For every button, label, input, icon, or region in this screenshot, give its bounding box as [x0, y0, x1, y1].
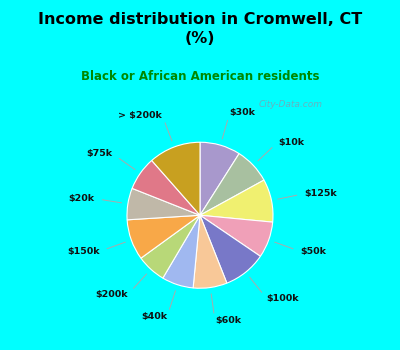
Text: $30k: $30k [230, 108, 256, 117]
Wedge shape [200, 180, 273, 222]
Text: Income distribution in Cromwell, CT
(%): Income distribution in Cromwell, CT (%) [38, 12, 362, 46]
Text: $40k: $40k [141, 312, 167, 321]
Wedge shape [127, 215, 200, 258]
Wedge shape [193, 215, 227, 288]
Wedge shape [163, 215, 200, 288]
Text: $125k: $125k [304, 189, 337, 198]
Wedge shape [141, 215, 200, 278]
Text: $50k: $50k [300, 247, 326, 256]
Text: $200k: $200k [96, 290, 128, 299]
Wedge shape [200, 142, 239, 215]
Text: $100k: $100k [267, 294, 299, 303]
Wedge shape [127, 188, 200, 220]
Wedge shape [152, 142, 200, 215]
Text: $10k: $10k [278, 138, 304, 147]
Text: $60k: $60k [215, 316, 241, 326]
Wedge shape [200, 215, 260, 283]
Wedge shape [200, 154, 264, 215]
Text: $20k: $20k [68, 194, 94, 203]
Wedge shape [200, 215, 273, 256]
Text: $75k: $75k [86, 149, 113, 158]
Text: Black or African American residents: Black or African American residents [81, 70, 319, 83]
Wedge shape [132, 161, 200, 215]
Text: City-Data.com: City-Data.com [259, 100, 323, 109]
Text: > $200k: > $200k [118, 111, 162, 120]
Text: $150k: $150k [67, 247, 100, 256]
